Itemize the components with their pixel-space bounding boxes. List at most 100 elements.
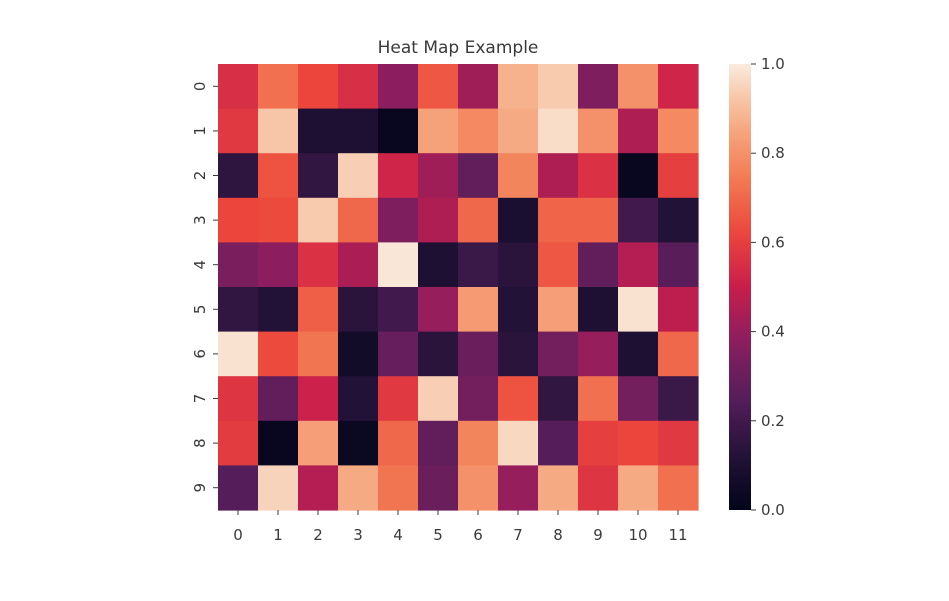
heatmap-cell [578,287,619,333]
heatmap-cell [458,287,499,333]
heatmap-cell [578,376,619,422]
heatmap-cell [338,108,379,154]
x-tick-label: 9 [593,526,603,544]
heatmap-cell [418,153,459,199]
heatmap-cell [338,64,379,110]
heatmap-cell [378,197,419,243]
heatmap-cell [258,376,299,422]
heatmap-cell [498,197,539,243]
heatmap-cell [418,331,459,377]
heatmap-cell [458,242,499,288]
heatmap-cell [618,420,659,466]
heatmap-cell [498,287,539,333]
heatmap-cell [378,376,419,422]
heatmap-cell [378,64,419,110]
heatmap-cell [618,331,659,377]
heatmap-cells [218,64,699,511]
heatmap-cell [338,197,379,243]
heatmap-cell [498,331,539,377]
heatmap-cell [418,242,459,288]
heatmap-cell [538,376,579,422]
y-tick-label: 4 [191,260,209,270]
heatmap-cell [218,420,259,466]
x-tick-label: 1 [273,526,283,544]
heatmap-cell [338,331,379,377]
heatmap-cell [458,376,499,422]
heatmap-cell [618,197,659,243]
colorbar-tick-label: 1.0 [761,55,785,73]
heatmap-cell [298,153,339,199]
heatmap-cell [658,242,699,288]
heatmap-cell [498,465,539,511]
heatmap-cell [618,465,659,511]
colorbar-tick-label: 0.2 [761,412,785,430]
x-tick-label: 6 [473,526,483,544]
heatmap-cell [338,420,379,466]
heatmap-cell [618,108,659,154]
heatmap-cell [258,242,299,288]
heatmap-cell [658,287,699,333]
heatmap-cell [218,64,259,110]
heatmap-cell [458,331,499,377]
x-tick-label: 7 [513,526,523,544]
y-axis: 0 1 2 3 4 5 6 7 8 9 [191,82,218,493]
x-tick-label: 11 [668,526,687,544]
heatmap-cell [458,108,499,154]
heatmap-cell [378,287,419,333]
heatmap-cell [458,64,499,110]
heatmap-cell [258,197,299,243]
heatmap-cell [218,287,259,333]
heatmap-cell [658,108,699,154]
heatmap-cell [418,197,459,243]
colorbar-axis: 0.0 0.2 0.4 0.6 0.8 1.0 [751,55,785,519]
x-axis: 0 1 2 3 4 5 6 7 8 9 10 11 [233,510,688,544]
y-tick-label: 6 [191,349,209,359]
heatmap-cell [538,465,579,511]
heatmap-cell [538,242,579,288]
colorbar-tick-label: 0.0 [761,501,785,519]
heatmap-cell [378,465,419,511]
heatmap-cell [418,108,459,154]
x-tick-label: 8 [553,526,563,544]
heatmap-cell [578,108,619,154]
colorbar [729,64,751,510]
heatmap-cell [338,287,379,333]
heatmap-cell [538,153,579,199]
heatmap-cell [338,376,379,422]
heatmap-cell [418,376,459,422]
y-tick-label: 9 [191,483,209,493]
heatmap-cell [338,465,379,511]
heatmap-cell [258,465,299,511]
heatmap-cell [458,197,499,243]
heatmap-cell [298,108,339,154]
heatmap-cell [418,420,459,466]
heatmap-cell [578,242,619,288]
x-tick-label: 4 [393,526,403,544]
heatmap-cell [658,197,699,243]
heatmap-cell [258,331,299,377]
heatmap-cell [538,331,579,377]
heatmap-cell [498,153,539,199]
y-tick-label: 3 [191,215,209,225]
heatmap-cell [298,197,339,243]
heatmap-cell [658,465,699,511]
heatmap-cell [618,376,659,422]
heatmap-cell [538,420,579,466]
heatmap-cell [298,287,339,333]
heatmap-cell [218,465,259,511]
heatmap-cell [498,64,539,110]
heatmap-cell [418,64,459,110]
heatmap-cell [578,153,619,199]
heatmap-cell [418,465,459,511]
y-tick-label: 0 [191,82,209,92]
heatmap-cell [378,242,419,288]
heatmap-cell [618,287,659,333]
heatmap-cell [218,197,259,243]
x-tick-label: 2 [313,526,323,544]
heatmap-cell [298,64,339,110]
heatmap-cell [298,376,339,422]
y-tick-label: 8 [191,438,209,448]
heatmap-cell [538,197,579,243]
